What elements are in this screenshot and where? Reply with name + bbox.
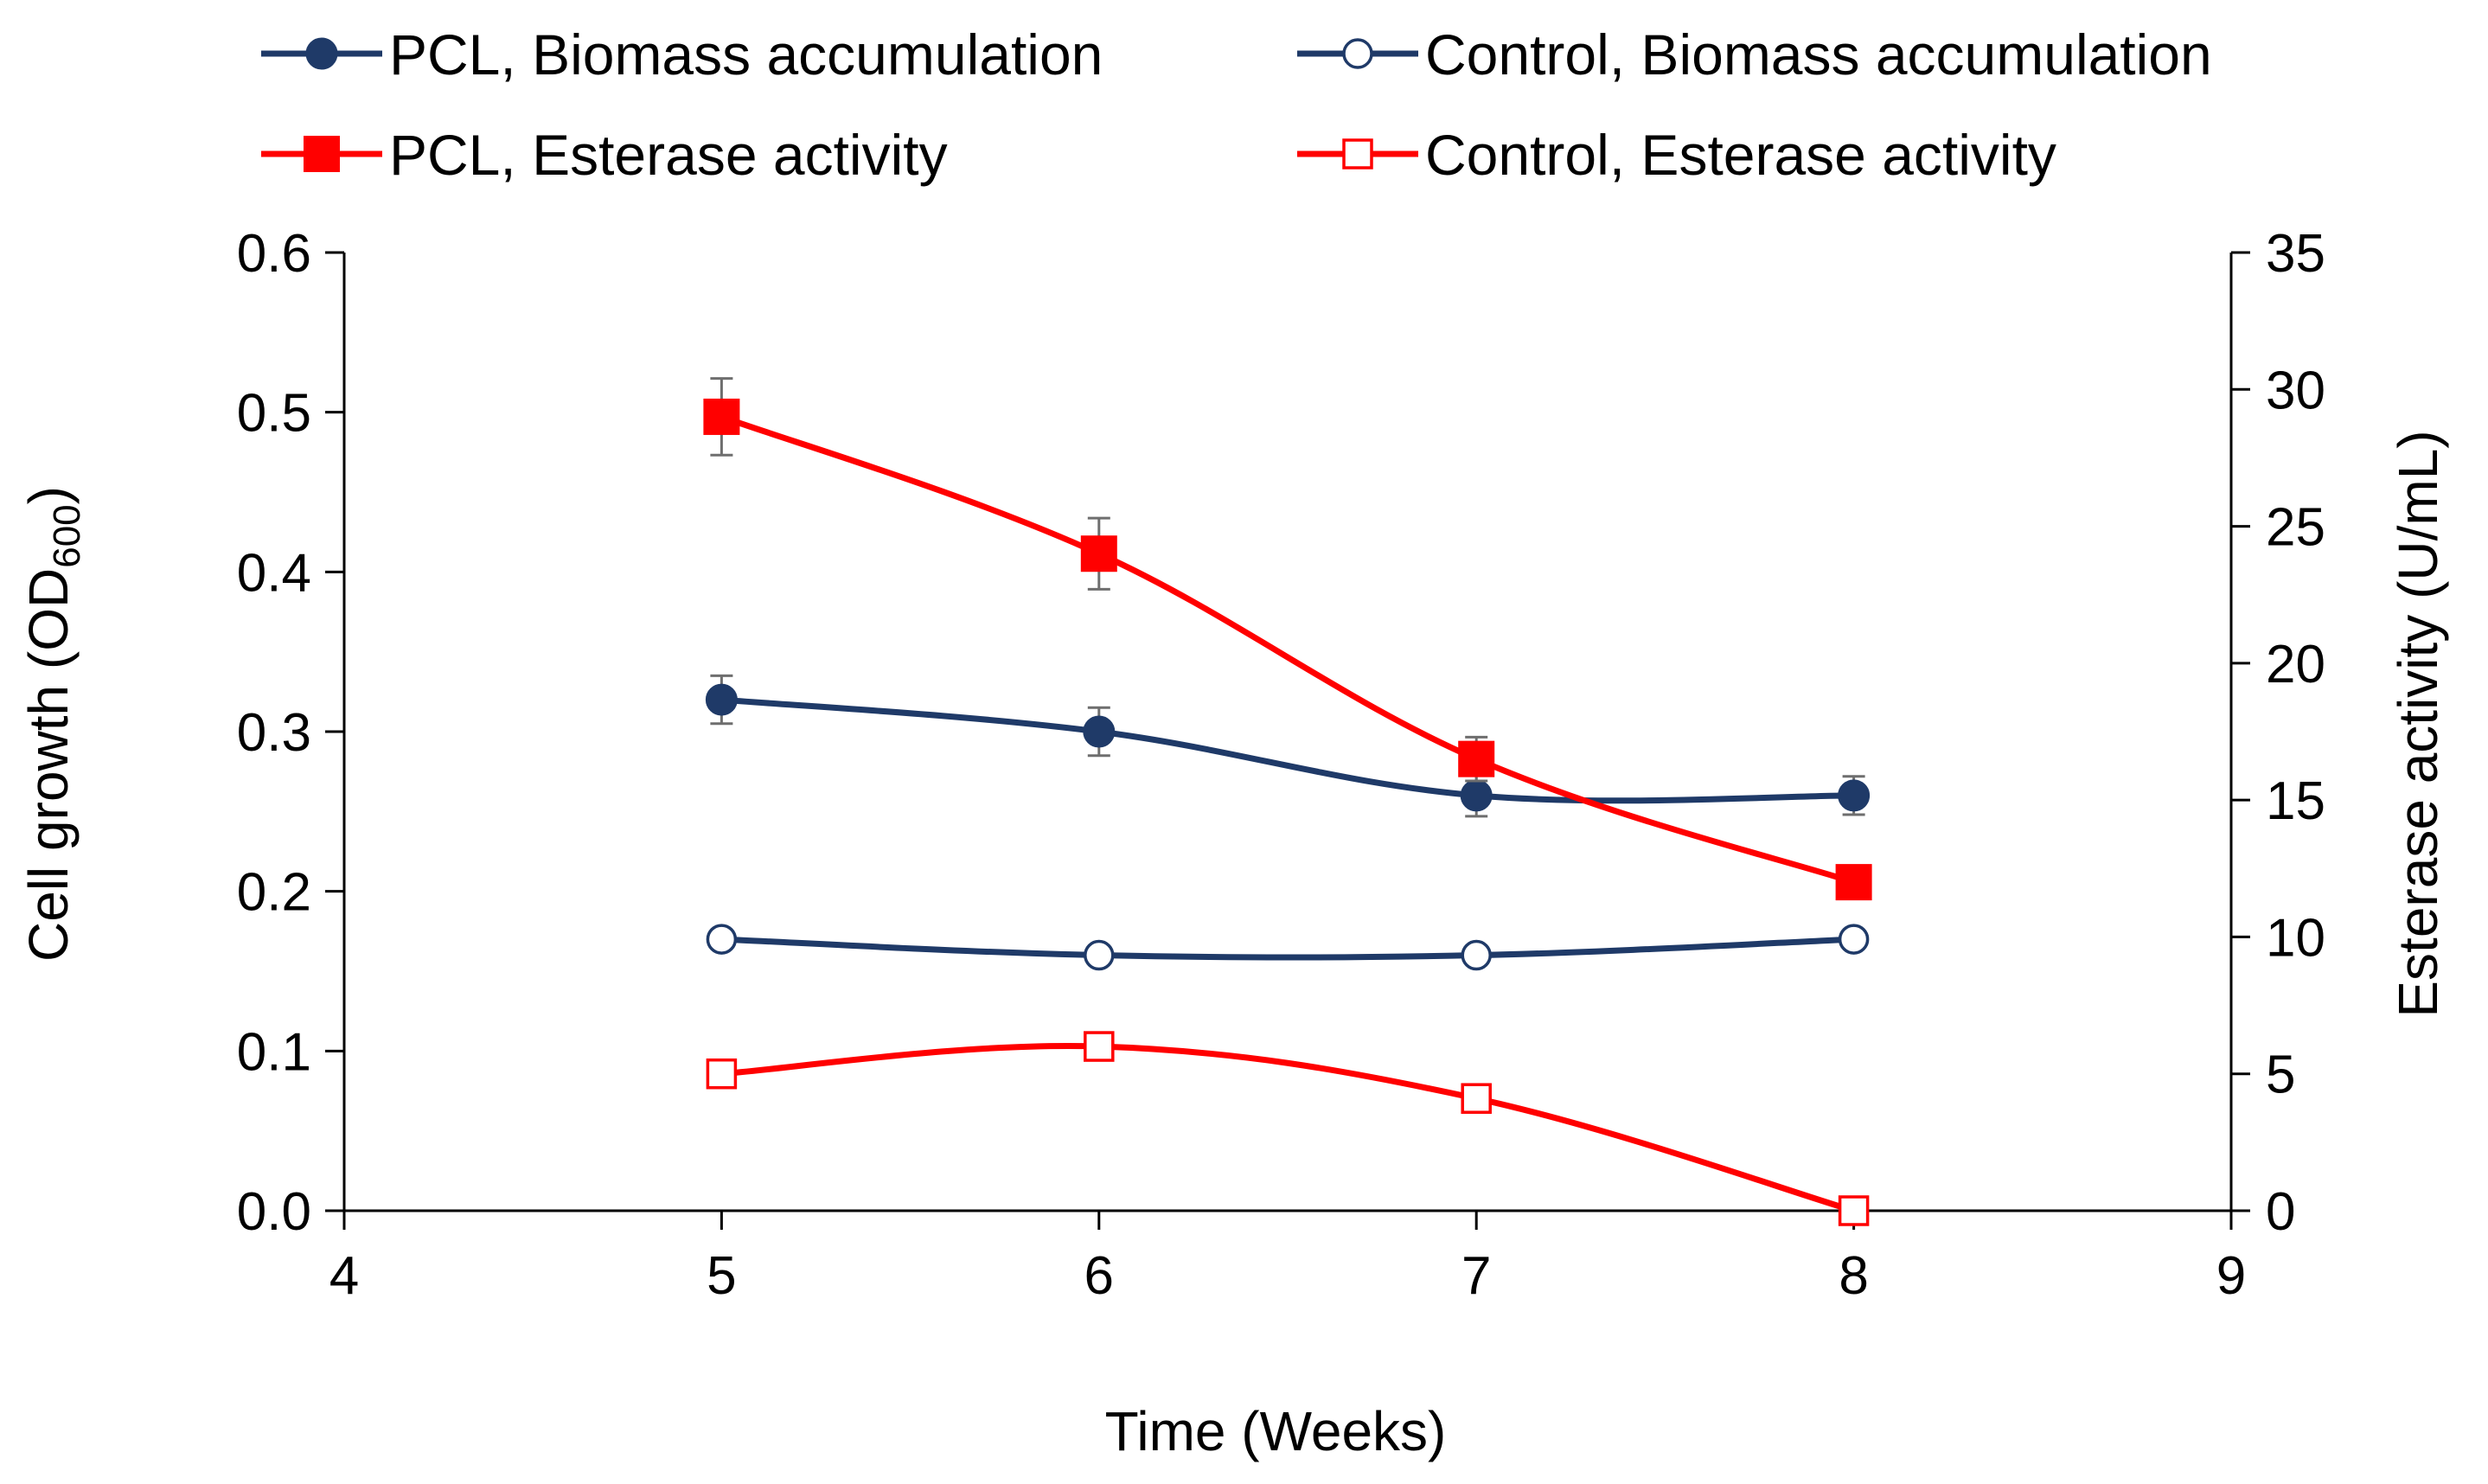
legend: PCL, Biomass accumulation Control, Biomas… — [261, 22, 2212, 187]
data-point — [1083, 715, 1116, 748]
y2-axis-title: Esterase activity (U/mL) — [2387, 430, 2449, 1017]
data-point — [1080, 535, 1117, 572]
series-line — [718, 696, 1858, 804]
y2-tick-label: 15 — [2266, 771, 2325, 831]
series-pcl-biomass-accumulation — [705, 674, 1871, 818]
series-pcl-esterase-activity — [703, 377, 1872, 901]
y-tick-label: 0.0 — [237, 1182, 311, 1242]
legend-item-control-esterase-activity: Control, Esterase activity — [1297, 123, 2056, 187]
axes: 4 5 6 7 8 9 0.0 0.1 0.2 0.3 0.4 0.5 0.6 0 5 10 15 20 25 30 3… — [237, 224, 2325, 1306]
series-layer — [703, 377, 1872, 1226]
x-tick-label: 4 — [329, 1246, 359, 1306]
y-axis-title-subscript: 600 — [46, 504, 88, 567]
x-axis-title: Time (Weeks) — [1105, 1400, 1447, 1462]
y2-tick-label: 10 — [2266, 908, 2325, 968]
data-point — [1838, 779, 1871, 812]
y2-tick-label: 35 — [2266, 224, 2325, 284]
legend-item-control-biomass-accumulation: Control, Biomass accumulation — [1297, 22, 2212, 86]
y-axis-title-main: Cell growth (OD — [17, 568, 80, 962]
y-tick-label: 0.2 — [237, 863, 311, 923]
legend-label: Control, Biomass accumulation — [1425, 22, 2212, 86]
series-line — [718, 936, 1858, 961]
data-point — [706, 1058, 738, 1090]
data-point — [1084, 1031, 1115, 1062]
data-point — [1460, 779, 1493, 812]
legend-marker — [1342, 38, 1373, 69]
x-tick-label: 9 — [2216, 1246, 2246, 1306]
x-tick-label: 6 — [1084, 1246, 1114, 1306]
y-tick-label: 0.5 — [237, 384, 311, 444]
legend-marker — [1342, 138, 1373, 170]
x-tick-label: 5 — [707, 1246, 736, 1306]
legend-label: PCL, Esterase activity — [389, 123, 948, 187]
x-tick-label: 8 — [1839, 1246, 1868, 1306]
y2-tick-label: 30 — [2266, 361, 2325, 420]
y2-tick-label: 5 — [2266, 1046, 2295, 1105]
x-tick-label: 7 — [1461, 1246, 1491, 1306]
data-point — [1838, 924, 1870, 955]
data-point — [1461, 1083, 1492, 1114]
series-control-biomass-accumulation — [706, 924, 1870, 971]
data-point — [1838, 1195, 1870, 1226]
legend-item-pcl-biomass-accumulation: PCL, Biomass accumulation — [261, 22, 1103, 86]
legend-marker — [305, 37, 338, 70]
legend-label: PCL, Biomass accumulation — [389, 22, 1103, 86]
series-line — [718, 413, 1858, 886]
data-point — [1084, 939, 1115, 971]
y2-tick-label: 20 — [2266, 635, 2325, 694]
data-point — [1461, 939, 1492, 971]
y-tick-label: 0.1 — [237, 1022, 311, 1082]
data-point — [1458, 740, 1495, 777]
y-axis-title-close: ) — [17, 486, 80, 504]
y-axis-title: Cell growth (OD600) — [17, 486, 88, 962]
y-tick-label: 0.4 — [237, 543, 311, 603]
y-tick-label: 0.3 — [237, 703, 311, 763]
y2-tick-label: 25 — [2266, 498, 2325, 558]
legend-label: Control, Esterase activity — [1425, 123, 2056, 187]
y-tick-label: 0.6 — [237, 224, 311, 284]
legend-marker — [304, 136, 340, 172]
data-point — [1835, 864, 1872, 901]
data-point — [706, 924, 738, 955]
y2-tick-label: 0 — [2266, 1182, 2295, 1242]
series-control-esterase-activity — [706, 1031, 1870, 1226]
data-point — [705, 683, 738, 716]
data-point — [703, 398, 740, 435]
legend-item-pcl-esterase-activity: PCL, Esterase activity — [261, 123, 948, 187]
series-line — [718, 1043, 1858, 1214]
